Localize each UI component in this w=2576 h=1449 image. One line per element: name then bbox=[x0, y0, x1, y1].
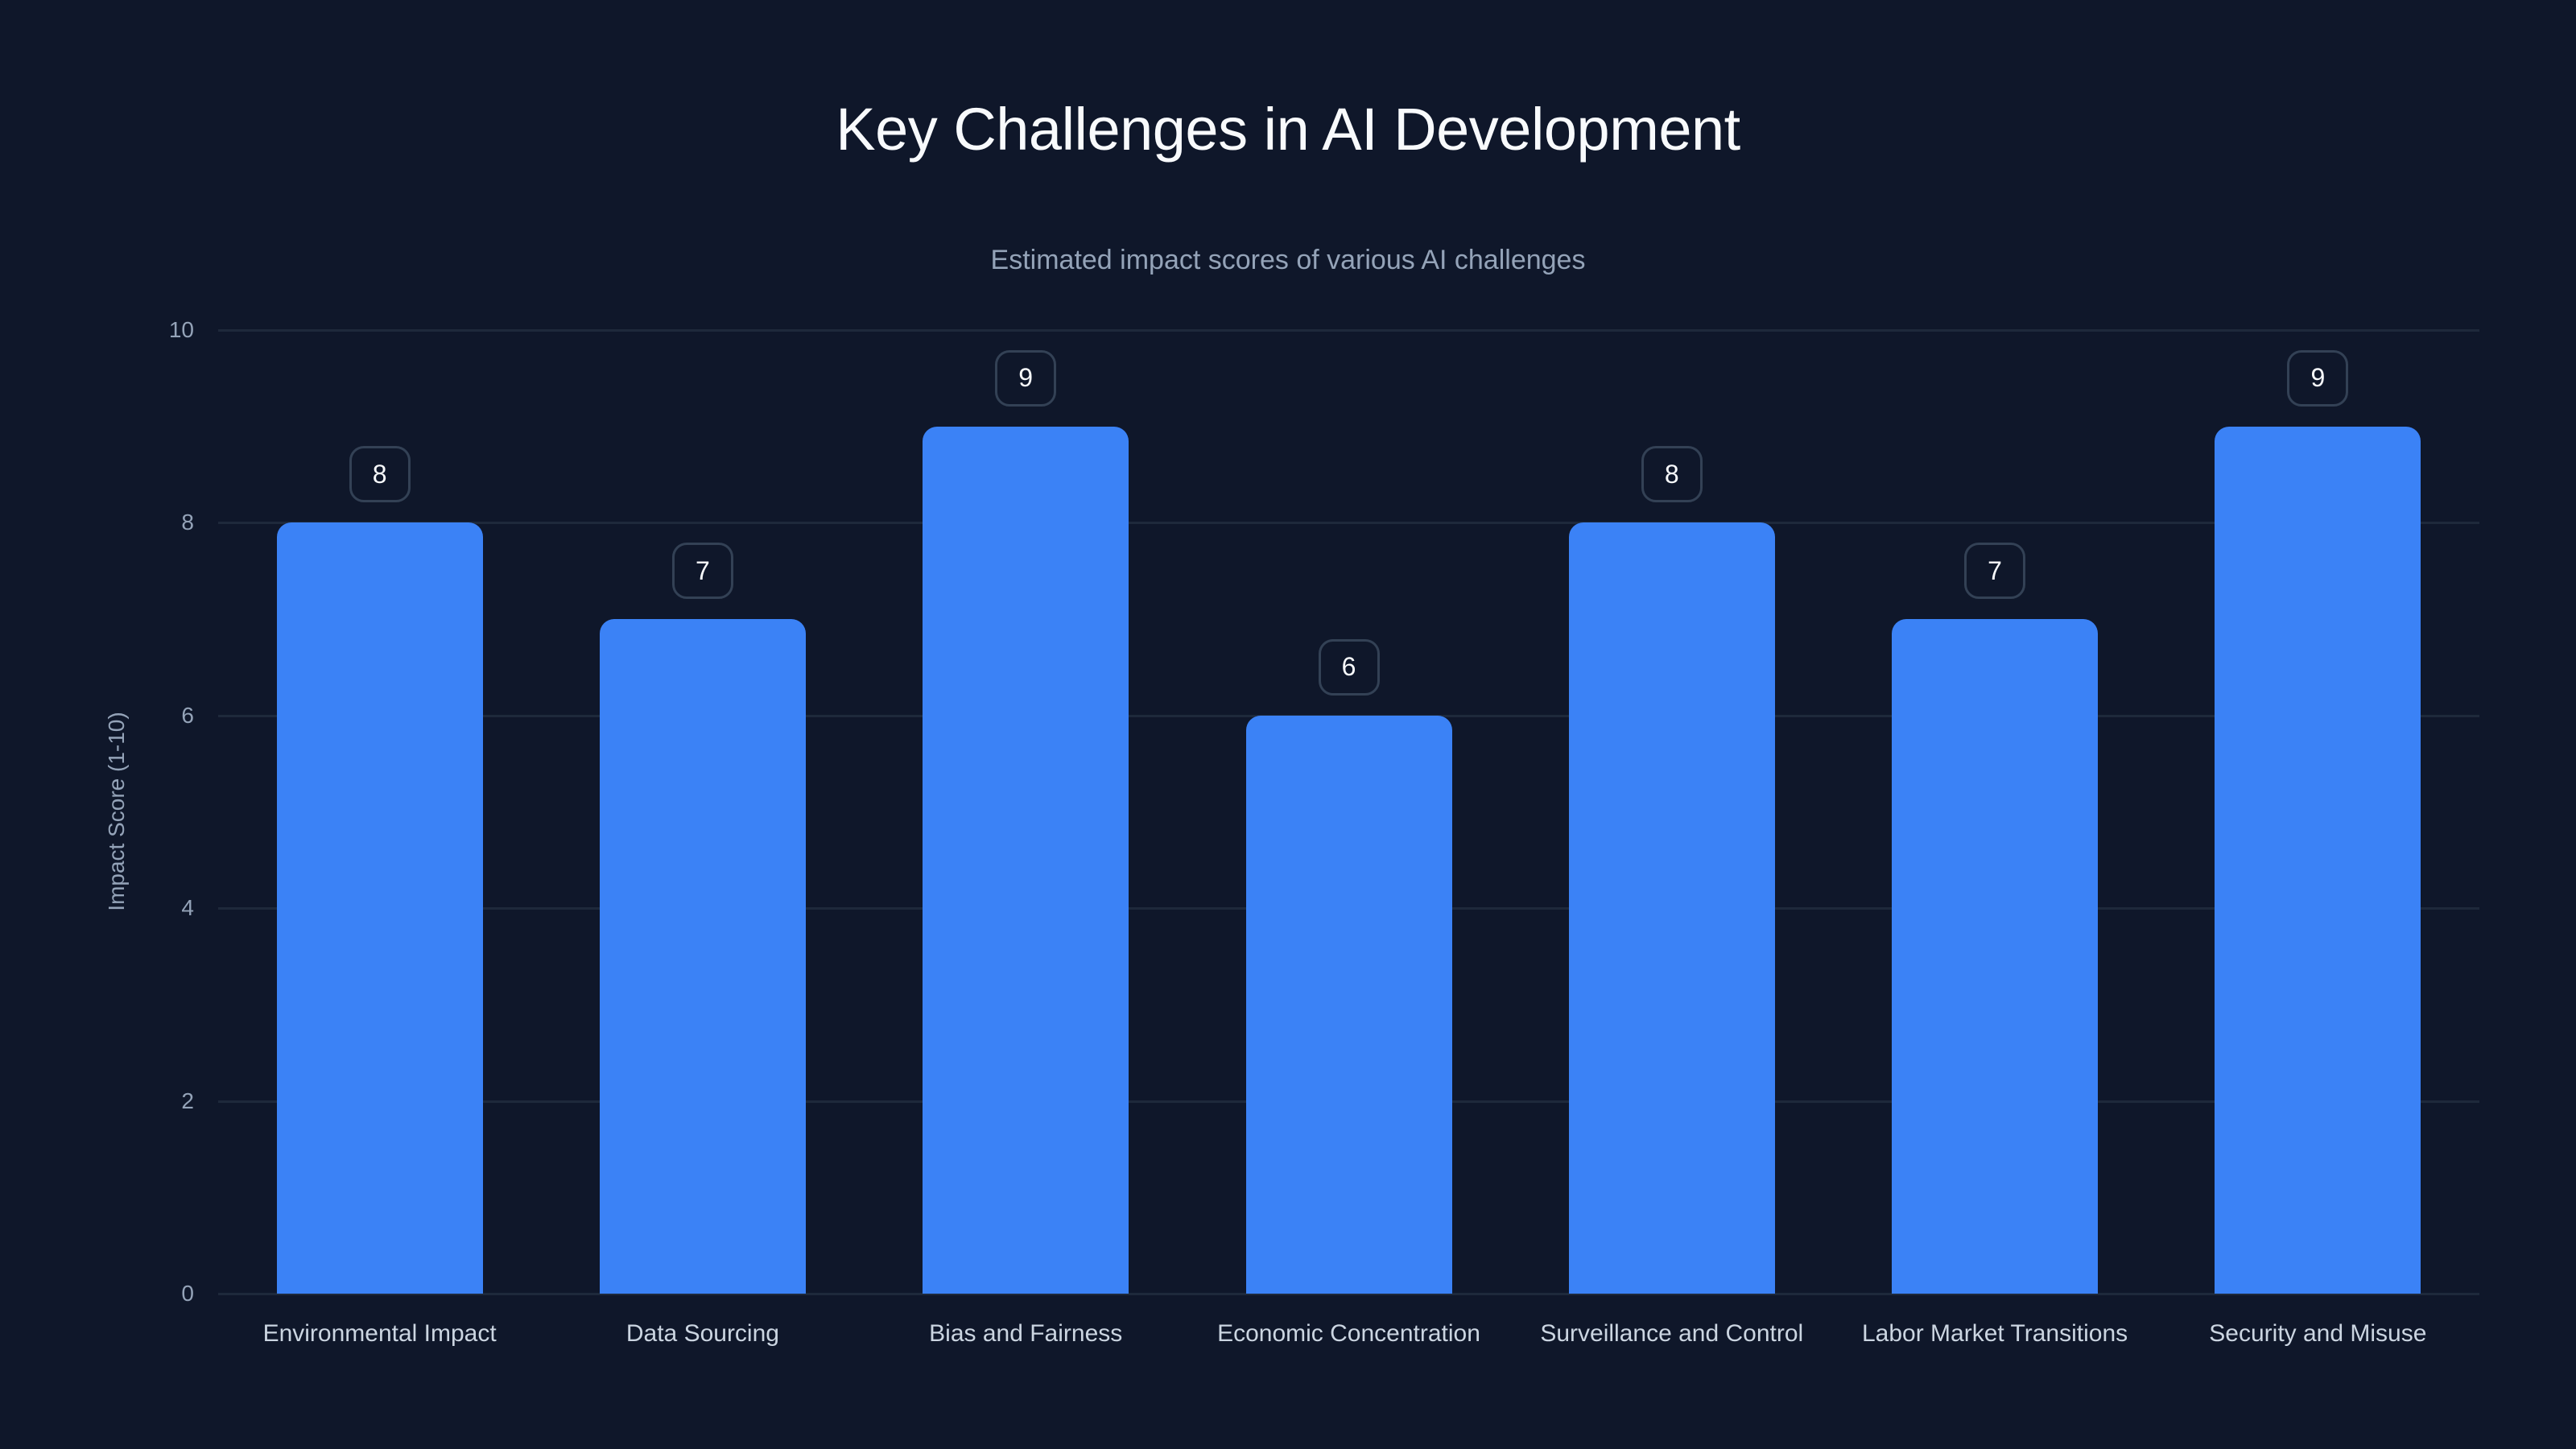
bar[interactable] bbox=[1568, 522, 1775, 1294]
gridline bbox=[218, 329, 2479, 332]
bar[interactable] bbox=[923, 426, 1129, 1294]
bar[interactable] bbox=[599, 619, 806, 1294]
y-tick-label: 10 bbox=[168, 317, 194, 342]
data-label-badge: 8 bbox=[349, 446, 411, 503]
y-tick-label: 8 bbox=[181, 510, 194, 535]
data-label-badge: 9 bbox=[995, 349, 1057, 407]
gridline bbox=[218, 522, 2479, 525]
data-label-badge: 6 bbox=[1318, 638, 1380, 696]
x-tick-label: Economic Concentration bbox=[1217, 1320, 1480, 1347]
x-tick-label: Security and Misuse bbox=[2209, 1320, 2427, 1347]
x-tick-label: Surveillance and Control bbox=[1540, 1320, 1804, 1347]
x-tick-label: Environmental Impact bbox=[262, 1320, 497, 1347]
bar[interactable] bbox=[2215, 426, 2421, 1294]
plot-area: 8 7 9 6 8 7 9 bbox=[218, 329, 2479, 1295]
data-label-badge: 8 bbox=[1641, 446, 1703, 503]
x-tick-label: Bias and Fairness bbox=[929, 1320, 1123, 1347]
x-tick-label: Data Sourcing bbox=[625, 1320, 779, 1347]
y-tick-label: 4 bbox=[181, 895, 194, 921]
bar[interactable] bbox=[1245, 715, 1452, 1294]
bar[interactable] bbox=[1892, 619, 2099, 1294]
data-label-badge: 9 bbox=[2287, 349, 2349, 407]
x-tick-label: Labor Market Transitions bbox=[1861, 1320, 2128, 1347]
bar[interactable] bbox=[276, 522, 483, 1294]
chart-subtitle: Estimated impact scores of various AI ch… bbox=[990, 245, 1586, 275]
y-axis-label: Impact Score (1-10) bbox=[104, 712, 129, 911]
y-tick-label: 2 bbox=[181, 1088, 194, 1113]
gridline bbox=[218, 1293, 2479, 1295]
data-label-badge: 7 bbox=[1964, 543, 2026, 600]
chart-title: Key Challenges in AI Development bbox=[836, 96, 1740, 163]
y-tick-label: 6 bbox=[181, 702, 194, 728]
y-tick-label: 0 bbox=[181, 1281, 194, 1306]
data-label-badge: 7 bbox=[671, 543, 733, 600]
